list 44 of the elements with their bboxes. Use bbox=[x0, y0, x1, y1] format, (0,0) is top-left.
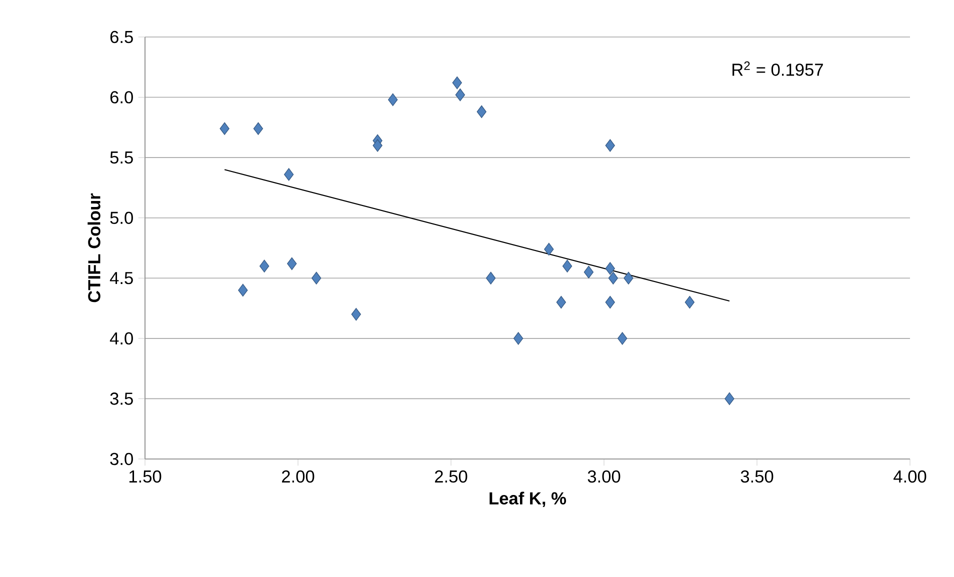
x-tick-label: 2.00 bbox=[282, 470, 314, 483]
point bbox=[455, 88, 466, 102]
point bbox=[544, 242, 554, 256]
annotation: R$^{2}$ = 0.1957 bbox=[732, 61, 823, 76]
x-axis-title: Leaf K, % bbox=[490, 492, 566, 508]
point bbox=[253, 122, 264, 135]
point bbox=[624, 272, 634, 284]
point bbox=[287, 257, 297, 270]
y-tick-label: 6.5 bbox=[110, 30, 133, 44]
point bbox=[608, 272, 618, 284]
point bbox=[452, 76, 462, 90]
x-tick-label: 3.00 bbox=[588, 470, 620, 483]
point bbox=[476, 105, 486, 118]
point bbox=[238, 284, 248, 297]
point bbox=[486, 272, 496, 284]
point bbox=[312, 272, 322, 284]
point bbox=[605, 262, 615, 275]
y-tick-label: 6.0 bbox=[110, 91, 133, 104]
y-tick-label: 5.0 bbox=[110, 212, 133, 224]
point bbox=[388, 93, 398, 106]
point bbox=[684, 296, 695, 309]
point bbox=[724, 392, 734, 406]
point bbox=[562, 260, 572, 272]
point bbox=[605, 296, 615, 309]
point bbox=[605, 139, 615, 152]
y-tick-label: 5.5 bbox=[110, 152, 133, 164]
x-tick-label: 2.50 bbox=[435, 470, 468, 483]
point bbox=[556, 296, 566, 309]
y-tick-label: 4.0 bbox=[110, 332, 133, 345]
x-tick-label: 4.00 bbox=[894, 470, 926, 483]
y-tick-label: 4.5 bbox=[110, 272, 133, 284]
point bbox=[372, 139, 382, 152]
point bbox=[284, 168, 294, 181]
point bbox=[513, 332, 524, 345]
y-axis-title: CTIFL Colour bbox=[88, 193, 100, 302]
point bbox=[351, 308, 361, 321]
point bbox=[220, 122, 230, 135]
y-tick-label: 3.5 bbox=[110, 392, 133, 405]
x-tick-label: 1.50 bbox=[129, 470, 162, 483]
point bbox=[584, 266, 594, 278]
point bbox=[618, 332, 628, 345]
x-tick-label: 3.50 bbox=[740, 470, 774, 483]
point bbox=[260, 260, 270, 272]
y-tick-label: 3.0 bbox=[110, 452, 133, 466]
